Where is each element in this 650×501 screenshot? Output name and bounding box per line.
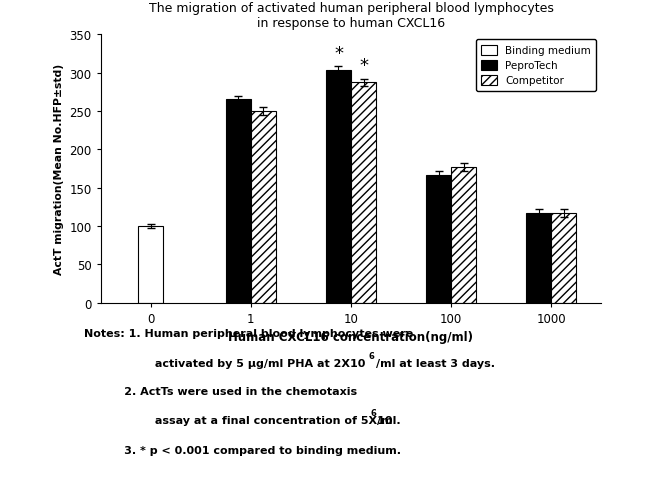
Text: 6: 6 xyxy=(370,408,376,417)
Text: 3. * p < 0.001 compared to binding medium.: 3. * p < 0.001 compared to binding mediu… xyxy=(101,445,401,455)
Bar xyxy=(526,213,551,303)
Text: activated by 5 μg/ml PHA at 2X10: activated by 5 μg/ml PHA at 2X10 xyxy=(120,358,365,368)
Title: The migration of activated human peripheral blood lymphocytes
in response to hum: The migration of activated human periphe… xyxy=(149,2,553,30)
Bar xyxy=(251,112,276,303)
X-axis label: Human CXCL16 concentration(ng/ml): Human CXCL16 concentration(ng/ml) xyxy=(229,331,473,344)
Text: Notes: 1. Human peripheral blood lymphocytes were: Notes: 1. Human peripheral blood lymphoc… xyxy=(84,328,414,338)
Text: assay at a final concentration of 5X10: assay at a final concentration of 5X10 xyxy=(120,415,393,425)
Bar xyxy=(138,226,163,303)
Legend: Binding medium, PeproTech, Competitor: Binding medium, PeproTech, Competitor xyxy=(476,40,596,92)
Text: *: * xyxy=(334,45,343,63)
Text: *: * xyxy=(359,57,368,75)
Text: 2. ActTs were used in the chemotaxis: 2. ActTs were used in the chemotaxis xyxy=(101,386,357,396)
Text: 6: 6 xyxy=(369,352,374,361)
Bar xyxy=(451,167,476,303)
Bar xyxy=(551,213,577,303)
Bar xyxy=(351,83,376,303)
Bar xyxy=(326,71,351,303)
Bar xyxy=(426,175,451,303)
Text: /ml at least 3 days.: /ml at least 3 days. xyxy=(376,358,495,368)
Y-axis label: ActT migration(Mean No.HFP±std): ActT migration(Mean No.HFP±std) xyxy=(54,64,64,275)
Text: /ml.: /ml. xyxy=(377,415,400,425)
Bar xyxy=(226,100,251,303)
